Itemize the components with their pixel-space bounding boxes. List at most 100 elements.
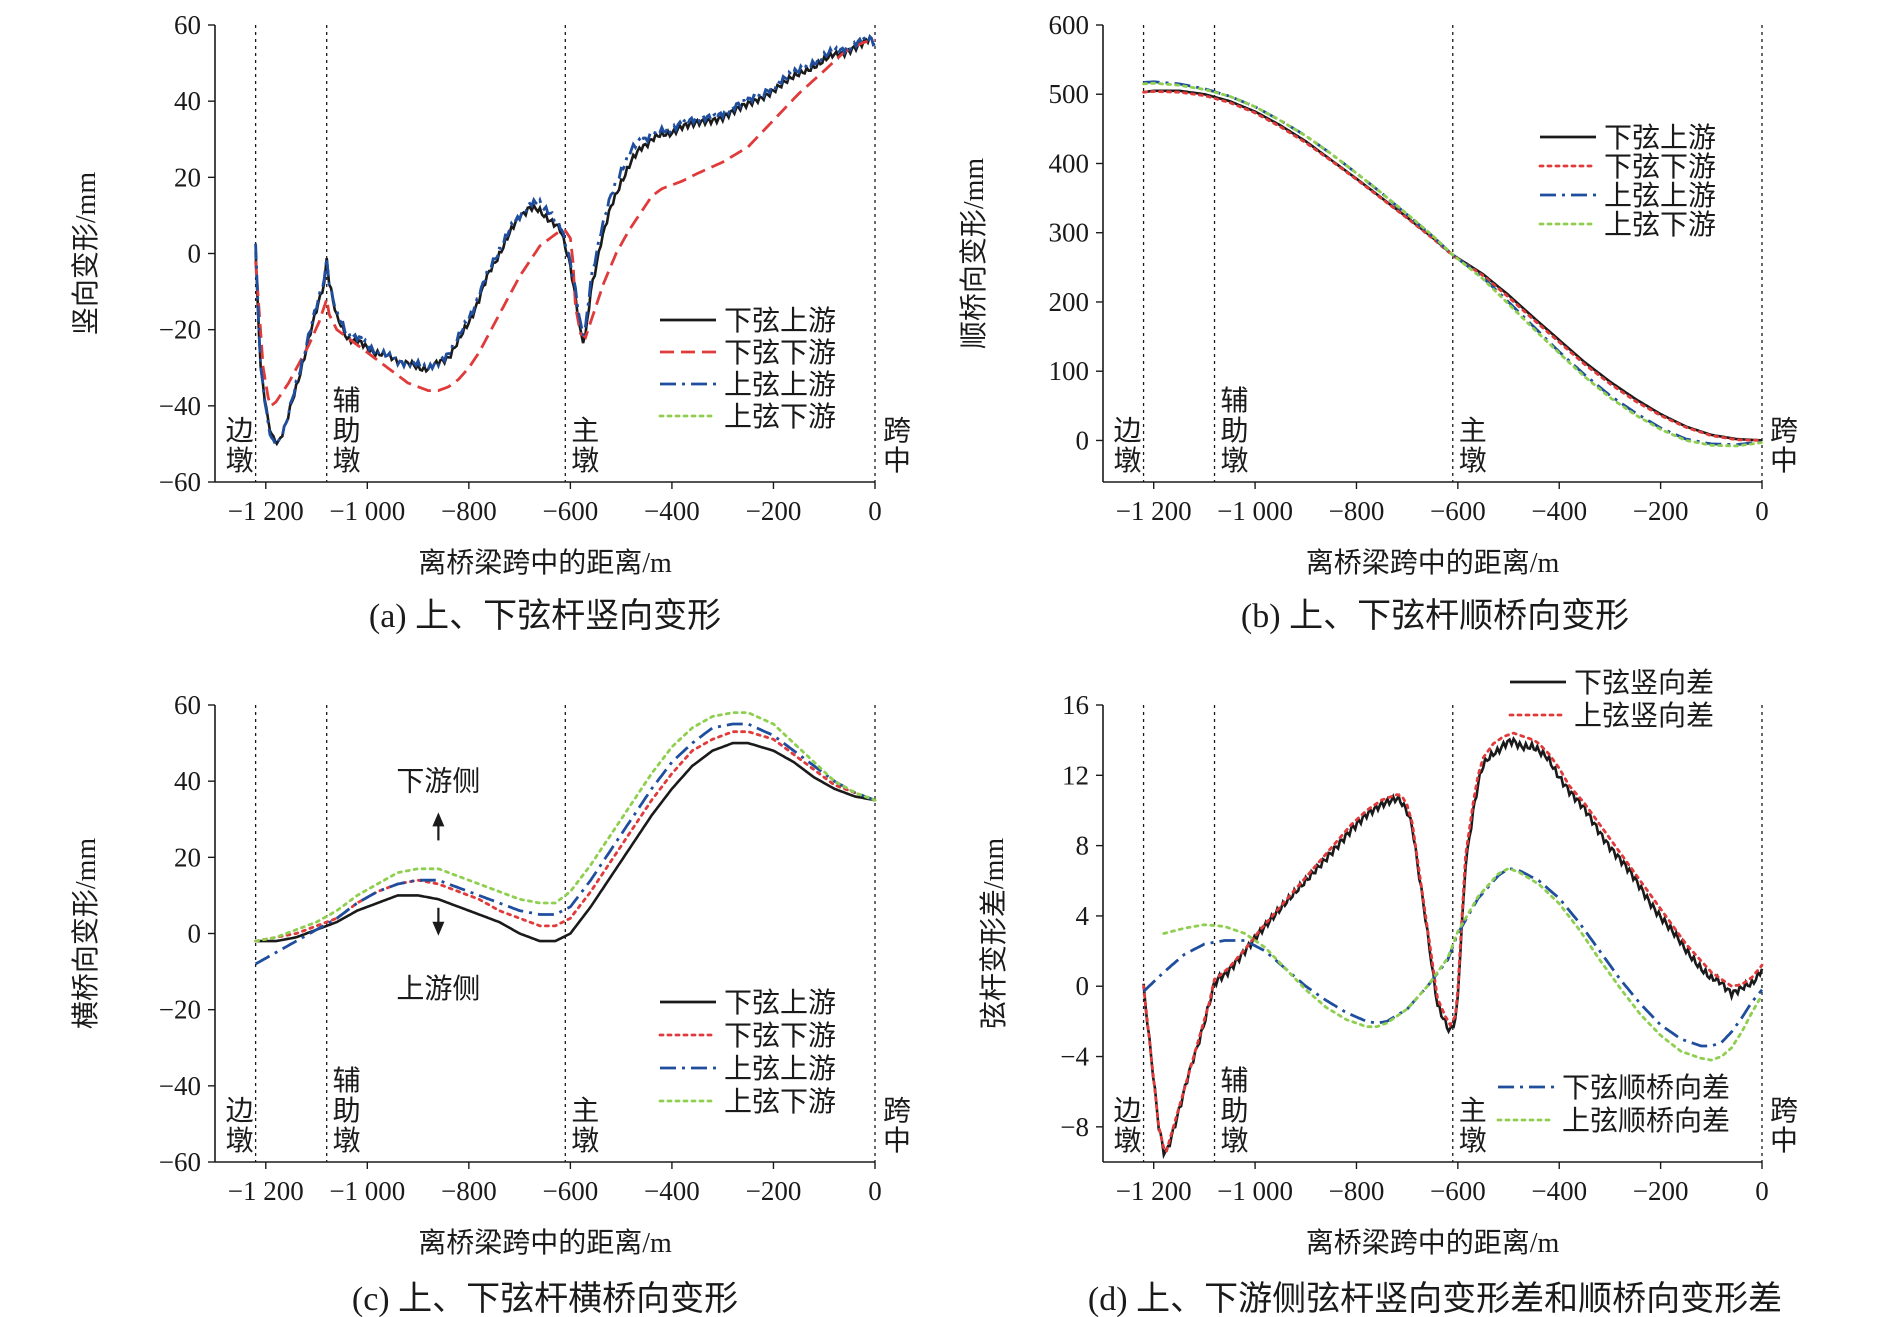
arrow-down-head: [432, 921, 445, 936]
chart-caption: (b) 上、下弦杆顺桥向变形: [1241, 597, 1629, 635]
legend-label: 下弦下游: [724, 1020, 836, 1052]
y-tick-label: 400: [1049, 148, 1090, 178]
x-tick-label: 0: [868, 496, 882, 526]
chart-caption: (a) 上、下弦杆竖向变形: [369, 597, 721, 635]
series-line-下弦竖向差: [1142, 736, 1764, 1160]
legend-label: 下弦上游: [724, 987, 836, 1019]
y-tick-label: 16: [1062, 690, 1089, 720]
y-tick-label: 60: [174, 10, 201, 40]
x-tick-label: −1 000: [329, 1176, 405, 1206]
x-tick-label: −800: [441, 496, 497, 526]
chart-panel-d: −8 −4 0 4 8 12 16 −1 200 −1 000 −800 −600 −400 −200 0…: [978, 667, 1798, 1317]
series-line-上弦竖向差: [1142, 731, 1764, 1155]
y-tick-label: 4: [1076, 901, 1090, 931]
series-line-上弦下游: [1142, 81, 1764, 448]
x-tick-label: −1 200: [1116, 496, 1192, 526]
series-line-上弦顺桥向差: [1162, 866, 1764, 1062]
x-tick-label: 0: [1755, 1176, 1769, 1206]
pier-label: 跨中: [883, 416, 911, 477]
x-axis-title: 离桥梁跨中的距离/m: [1306, 1227, 1560, 1259]
y-tick-label: 100: [1049, 356, 1090, 386]
y-tick-label: 600: [1049, 10, 1090, 40]
legend-label: 上弦竖向差: [1574, 700, 1714, 732]
legend-label: 上弦上游: [724, 369, 836, 401]
y-tick-label: 0: [1076, 425, 1090, 455]
x-tick-label: −400: [644, 496, 700, 526]
pier-label: 辅助墩: [1221, 385, 1249, 477]
legend-label: 下弦顺桥向差: [1562, 1072, 1730, 1104]
pier-label: 主墩: [571, 415, 599, 477]
pier-label: 边墩: [1114, 416, 1142, 477]
x-tick-label: −400: [644, 1176, 700, 1206]
pier-label: 跨中: [883, 1096, 911, 1157]
legend-label: 上弦下游: [1604, 209, 1716, 241]
series-line-上弦下游: [254, 711, 877, 943]
x-tick-label: −800: [441, 1176, 497, 1206]
arrow-up-head: [432, 812, 445, 827]
y-tick-label: −20: [159, 315, 201, 345]
series-line-上弦上游: [254, 722, 876, 966]
x-tick-label: −800: [1329, 496, 1385, 526]
y-axis-title: 竖向变形/mm: [70, 172, 102, 336]
annotation-upstream: 上游侧: [396, 973, 480, 1005]
y-tick-label: −20: [159, 995, 201, 1025]
x-tick-label: −600: [1430, 1176, 1486, 1206]
y-axis-title: 横桥向变形/mm: [70, 838, 102, 1030]
x-tick-label: −200: [746, 496, 802, 526]
y-tick-label: −4: [1060, 1042, 1089, 1072]
y-tick-label: 20: [174, 842, 201, 872]
x-tick-label: −200: [1633, 1176, 1689, 1206]
y-axis-title: 弦杆变形差/mm: [978, 838, 1010, 1030]
x-tick-label: −1 200: [228, 496, 304, 526]
x-tick-label: −200: [1633, 496, 1689, 526]
x-axis-title: 离桥梁跨中的距离/m: [1306, 547, 1560, 579]
legend-label: 下弦下游: [1604, 151, 1716, 183]
x-tick-label: −1 200: [228, 1176, 304, 1206]
x-tick-label: 0: [868, 1176, 882, 1206]
y-tick-label: 60: [174, 690, 201, 720]
legend-label: 上弦上游: [724, 1053, 836, 1085]
y-tick-label: 40: [174, 86, 201, 116]
y-tick-label: 0: [1076, 971, 1090, 1001]
legend-label: 下弦上游: [724, 305, 836, 337]
x-tick-label: −1 200: [1116, 1176, 1192, 1206]
chart-caption: (c) 上、下弦杆横桥向变形: [352, 1280, 738, 1317]
x-axis-title: 离桥梁跨中的距离/m: [418, 547, 672, 579]
y-tick-label: −60: [159, 467, 201, 497]
x-tick-label: −600: [1430, 496, 1486, 526]
series-line-下弦上游: [255, 741, 876, 943]
legend-label: 下弦上游: [1604, 122, 1716, 154]
x-tick-label: −400: [1531, 1176, 1587, 1206]
pier-label: 边墩: [226, 416, 254, 477]
legend-label: 上弦下游: [724, 401, 836, 433]
chart-panel-b: 0 100 200 300 400 500 600 −1 200 −1 000 −800 −600 −…: [958, 10, 1798, 635]
x-tick-label: −600: [543, 1176, 599, 1206]
series-line-下弦下游: [254, 38, 875, 409]
pier-label: 跨中: [1770, 1096, 1798, 1157]
pier-label: 边墩: [226, 1096, 254, 1157]
x-tick-label: −200: [746, 1176, 802, 1206]
y-tick-label: 300: [1049, 218, 1090, 248]
legend-label: 上弦顺桥向差: [1562, 1105, 1730, 1137]
annotation-downstream: 下游侧: [396, 765, 480, 797]
x-tick-label: −1 000: [1217, 1176, 1293, 1206]
legend-label: 下弦竖向差: [1574, 667, 1714, 699]
x-tick-label: 0: [1755, 496, 1769, 526]
y-tick-label: −60: [159, 1147, 201, 1177]
pier-label: 主墩: [571, 1095, 599, 1157]
y-tick-label: −40: [159, 391, 201, 421]
y-tick-label: 500: [1049, 79, 1090, 109]
legend-label: 上弦下游: [724, 1086, 836, 1118]
pier-label: 跨中: [1770, 416, 1798, 477]
x-tick-label: −600: [543, 496, 599, 526]
pier-label: 辅助墩: [333, 1065, 361, 1157]
y-axis-title: 顺桥向变形/mm: [958, 158, 990, 350]
legend-label: 下弦下游: [724, 337, 836, 369]
y-tick-label: 0: [188, 919, 202, 949]
y-tick-label: 20: [174, 162, 201, 192]
y-tick-label: 0: [188, 239, 202, 269]
x-tick-label: −1 000: [1217, 496, 1293, 526]
x-tick-label: −400: [1531, 496, 1587, 526]
